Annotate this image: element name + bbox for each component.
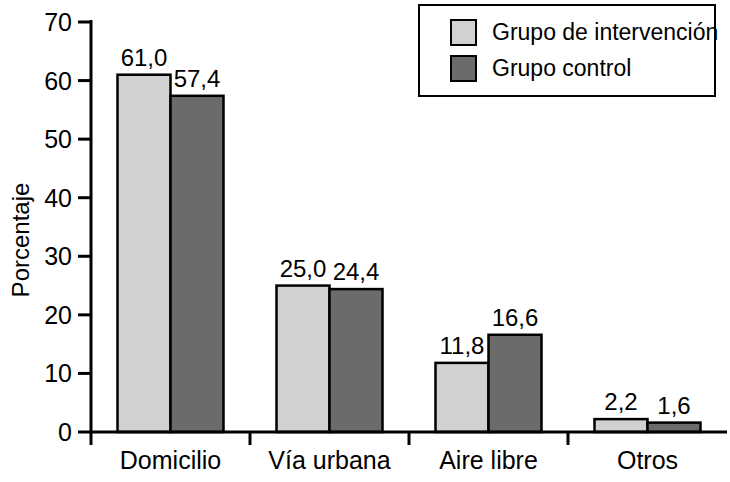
value-label-domicilio-grupo-control: 57,4 [174,65,221,92]
y-tick-label: 20 [44,301,72,329]
y-tick-label: 30 [44,242,72,270]
legend-label-control: Grupo control [492,57,631,80]
bar-aire-libre-grupo-de-intervencion [436,363,489,432]
x-category-label-via-urbana: Vía urbana [268,446,390,474]
bar-via-urbana-grupo-de-intervencion [277,286,330,432]
bar-domicilio-grupo-de-intervencion [118,75,171,432]
legend-item-intervencion: Grupo de intervención [450,19,714,46]
y-tick-label: 60 [44,67,72,95]
y-tick-label: 70 [44,8,72,36]
bar-otros-grupo-de-intervencion [595,419,648,432]
y-tick-label: 0 [58,418,72,446]
value-label-otros-grupo-de-intervencion: 2,2 [604,388,637,415]
y-tick-label: 10 [44,359,72,387]
value-label-otros-grupo-control: 1,6 [657,392,690,419]
y-tick-label: 40 [44,184,72,212]
y-tick-label: 50 [44,125,72,153]
bar-chart-figure: 61,0 25,0 11,8 2,2 57,4 24,4 16,6 1,6 0 10 20 30 40 5… [0,0,730,482]
bar-aire-libre-grupo-control [489,335,542,432]
legend-swatch-control [450,55,477,82]
value-label-aire-libre-grupo-de-intervencion: 11,8 [440,332,485,359]
bar-via-urbana-grupo-control [330,289,383,432]
x-category-label-aire-libre: Aire libre [439,446,538,474]
value-label-aire-libre-grupo-control: 16,6 [492,304,539,331]
legend-item-control: Grupo control [450,55,714,82]
value-label-via-urbana-grupo-control: 24,4 [333,258,380,285]
x-category-label-domicilio: Domicilio [120,446,221,474]
y-axis-title: Porcentaje [7,183,35,298]
value-label-domicilio-grupo-de-intervencion: 61,0 [121,44,168,71]
legend-swatch-intervencion [450,19,477,46]
x-category-label-otros: Otros [617,446,678,474]
value-label-via-urbana-grupo-de-intervencion: 25,0 [280,255,327,282]
legend-label-intervencion: Grupo de intervención [492,21,718,44]
legend: Grupo de intervención Grupo control [418,4,716,97]
bar-domicilio-grupo-control [171,96,224,432]
